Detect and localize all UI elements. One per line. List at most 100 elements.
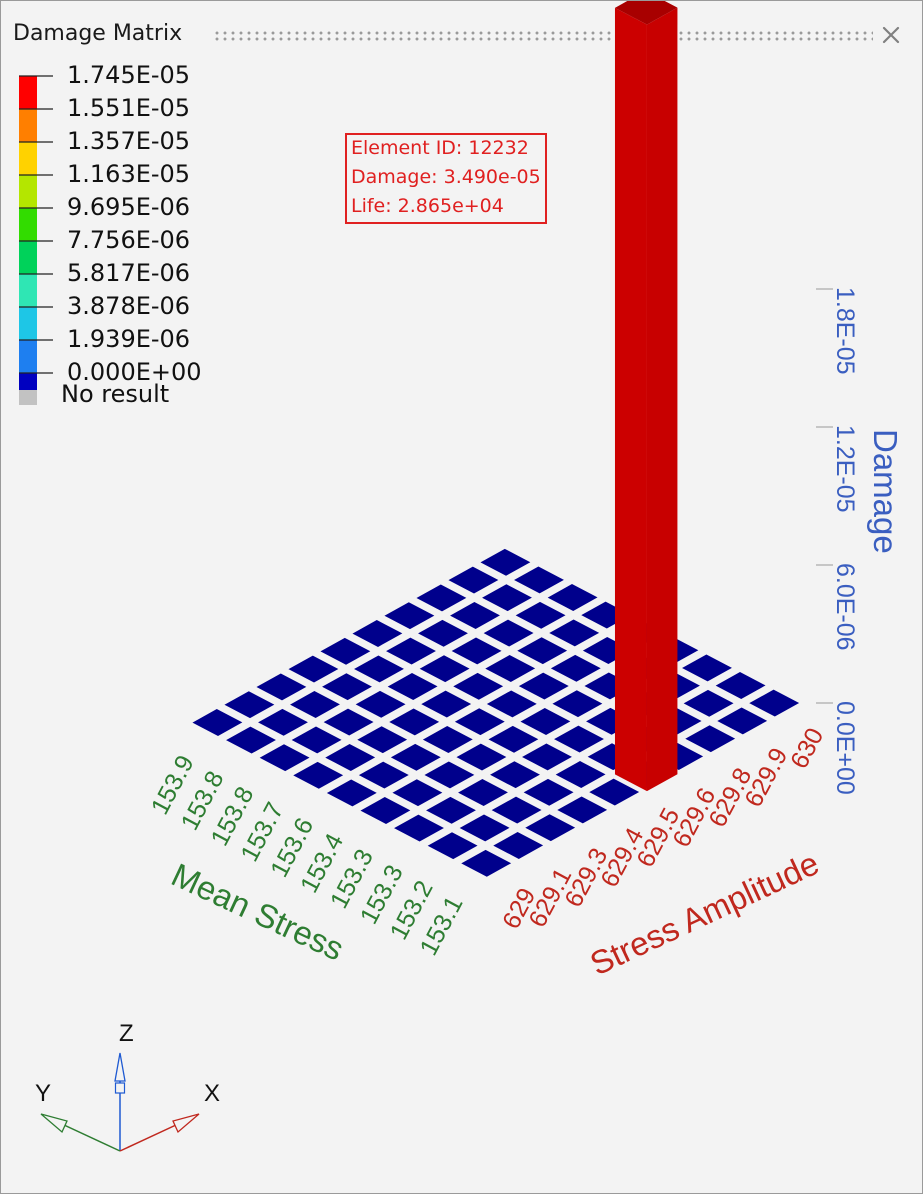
damage-cell[interactable] <box>520 708 571 735</box>
damage-cell[interactable] <box>549 619 600 647</box>
damage-cell[interactable] <box>717 707 768 735</box>
damage-cell[interactable] <box>515 601 566 629</box>
damage-cell[interactable] <box>552 690 603 718</box>
damage-cell[interactable] <box>683 689 734 717</box>
damage-cell[interactable] <box>354 655 404 683</box>
legend-label: 1.163E-05 <box>67 160 191 188</box>
damage-cell[interactable] <box>293 761 344 789</box>
damage-cell[interactable] <box>523 778 574 806</box>
damage-cell[interactable] <box>325 744 376 771</box>
damage-cell[interactable] <box>453 672 504 700</box>
damage-cell[interactable] <box>459 814 510 842</box>
damage-cell[interactable] <box>258 708 308 736</box>
damage-cell[interactable] <box>493 832 544 859</box>
damage-bars <box>614 1 678 792</box>
damage-cell[interactable] <box>386 637 436 665</box>
legend-label: 1.939E-06 <box>67 325 191 353</box>
damage-cell[interactable] <box>488 725 539 753</box>
damage-cell[interactable] <box>424 761 475 789</box>
damage-cell[interactable] <box>461 849 512 877</box>
damage-cell[interactable] <box>485 655 536 682</box>
damage-cell[interactable] <box>390 743 441 771</box>
damage-cell[interactable] <box>355 690 406 718</box>
damage-cell[interactable] <box>685 725 736 753</box>
legend-label: 1.745E-05 <box>67 61 191 89</box>
damage-cell[interactable] <box>486 690 537 718</box>
legend-swatch <box>19 109 37 142</box>
z-tick-label: 6.0E-06 <box>831 563 859 651</box>
damage-cell[interactable] <box>522 743 572 771</box>
damage-cell[interactable] <box>259 744 310 772</box>
damage-cell[interactable] <box>554 725 604 753</box>
damage-cell[interactable] <box>458 779 508 806</box>
damage-cell[interactable] <box>525 814 576 842</box>
damage-cell[interactable] <box>323 708 374 736</box>
damage-cell[interactable] <box>226 726 276 754</box>
z-axis-arrow-icon <box>114 1052 126 1082</box>
damage-cell[interactable] <box>320 637 371 665</box>
damage-cell[interactable] <box>491 796 542 824</box>
triad-y-label: Y <box>35 1080 51 1107</box>
damage-cell[interactable] <box>456 743 507 771</box>
bar-right-face[interactable] <box>646 7 678 792</box>
damage-cell[interactable] <box>550 654 601 682</box>
damage-cell[interactable] <box>389 708 440 736</box>
damage-cell[interactable] <box>256 673 307 701</box>
element-info-box: Element ID: 12232 Damage: 3.490e-05 Life… <box>345 133 547 224</box>
damage-cell[interactable] <box>749 689 800 717</box>
z-tick-label: 0.0E+00 <box>831 701 859 795</box>
damage-cell[interactable] <box>357 726 408 754</box>
damage-cell[interactable] <box>290 691 340 718</box>
damage-cell[interactable] <box>715 672 766 699</box>
damage-cell[interactable] <box>557 796 608 824</box>
damage-cell[interactable] <box>682 654 732 682</box>
legend-label: 9.695E-06 <box>67 193 191 221</box>
damage-cell[interactable] <box>427 832 478 860</box>
triad-z-label: Z <box>119 1020 134 1047</box>
damage-cell[interactable] <box>448 566 499 594</box>
info-element-id: Element ID: 12232 <box>351 137 529 159</box>
damage-cell[interactable] <box>326 779 377 807</box>
damage-cell[interactable] <box>384 602 435 630</box>
close-icon[interactable] <box>877 21 905 49</box>
damage-cell[interactable] <box>480 548 531 576</box>
damage-cell[interactable] <box>517 637 568 665</box>
damage-cell[interactable] <box>490 761 540 789</box>
damage-cell[interactable] <box>555 761 606 788</box>
damage-cell[interactable] <box>288 655 339 683</box>
damage-cell[interactable] <box>387 673 438 700</box>
damage-cell[interactable] <box>454 708 505 736</box>
damage-cell[interactable] <box>451 637 502 665</box>
damage-cell[interactable] <box>358 761 409 789</box>
damage-cell[interactable] <box>418 619 468 647</box>
damage-cell[interactable] <box>450 602 500 629</box>
damage-cell[interactable] <box>518 672 569 700</box>
damage-cell[interactable] <box>394 814 444 842</box>
damage-grid <box>192 548 800 877</box>
damage-cell[interactable] <box>360 797 411 824</box>
damage-cell[interactable] <box>392 779 443 807</box>
damage-cell[interactable] <box>291 726 342 754</box>
legend-swatch <box>19 76 37 109</box>
damage-cell[interactable] <box>483 619 534 647</box>
damage-cell[interactable] <box>416 584 467 612</box>
z-axis: 0.0E+00 6.0E-06 1.2E-05 1.8E-05 <box>816 287 859 795</box>
damage-cell[interactable] <box>192 709 243 736</box>
bar-top-face[interactable] <box>614 1 678 25</box>
damage-cell[interactable] <box>421 690 472 718</box>
damage-cell[interactable] <box>352 620 403 647</box>
damage-cell[interactable] <box>322 673 372 701</box>
damage-cell[interactable] <box>482 584 532 612</box>
damage-cell[interactable] <box>224 691 275 719</box>
damage-cell[interactable] <box>514 566 564 594</box>
damage-cell[interactable] <box>589 778 640 806</box>
bar-left-face[interactable] <box>614 7 647 792</box>
info-damage: Damage: 3.490e-05 <box>351 166 541 188</box>
damage-cell[interactable] <box>419 655 470 683</box>
damage-cell[interactable] <box>426 796 476 824</box>
x-tick-label: 630 <box>785 723 829 773</box>
drag-handle[interactable] <box>213 30 873 42</box>
damage-cell[interactable] <box>547 584 598 611</box>
damage-cell[interactable] <box>422 726 473 753</box>
